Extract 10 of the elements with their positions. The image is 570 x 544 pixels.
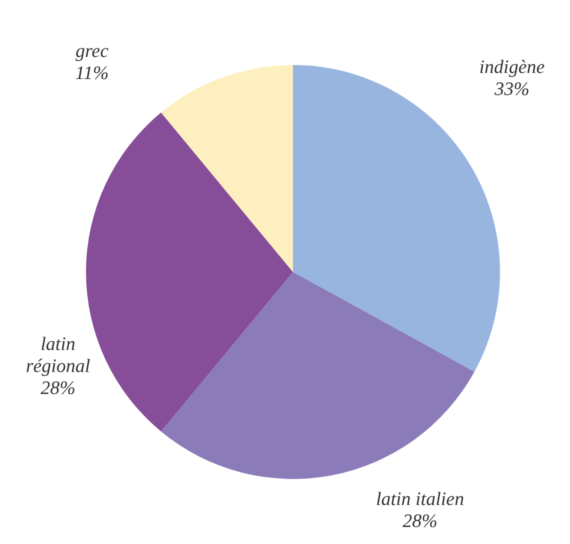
slice-label: latin italien [376,489,464,510]
slice-label: latin régional [26,334,90,377]
pie-slice [161,272,474,479]
pie-slice [161,65,293,272]
slice-label: grec [75,41,110,62]
data-label: 28% [40,378,76,399]
data-label: 28% [402,511,438,532]
data-label: 33% [494,79,530,100]
data-label: 11% [75,63,109,84]
slice-label: indigène [479,57,545,78]
